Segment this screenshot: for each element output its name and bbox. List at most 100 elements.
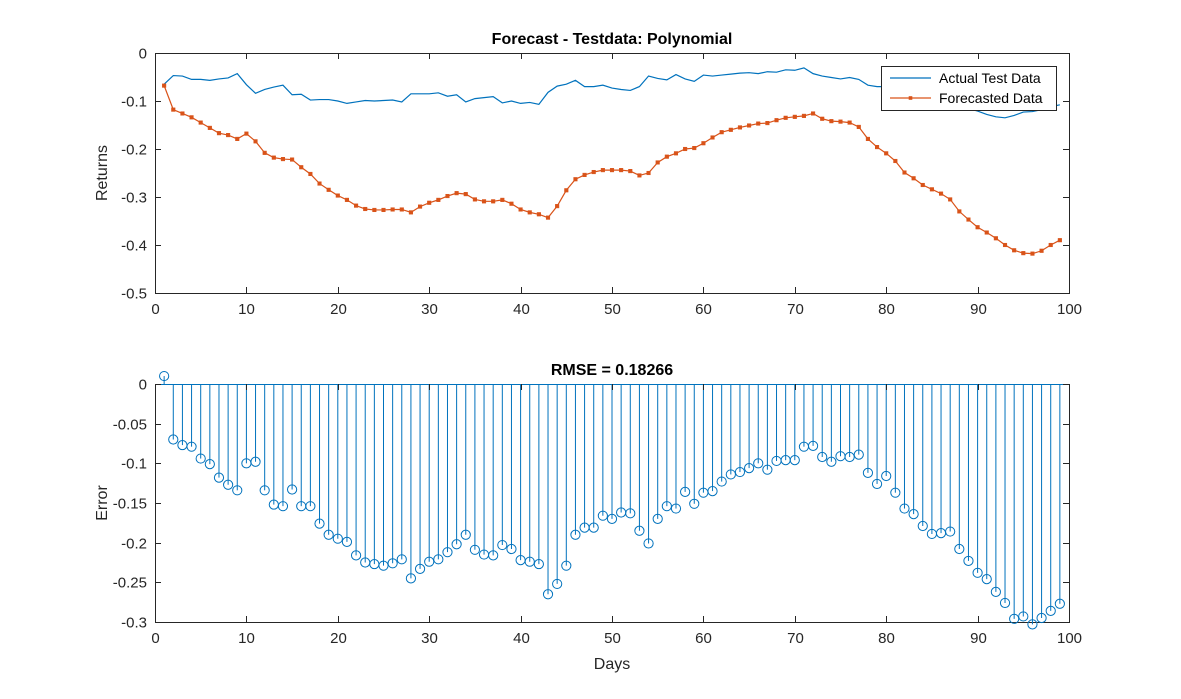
forecast-point (290, 157, 295, 162)
error-point (314, 518, 325, 529)
error-y-axis-label: Error (94, 485, 111, 521)
x-tick-label: 40 (513, 630, 530, 647)
x-tick-label: 30 (421, 301, 438, 318)
forecast-point (162, 83, 167, 88)
error-point (680, 486, 691, 497)
error-point (634, 525, 645, 536)
error-point (917, 520, 928, 532)
error-point (817, 451, 828, 463)
forecast-point (335, 193, 340, 198)
forecast-point (637, 173, 642, 178)
forecast-point (838, 119, 843, 124)
forecast-point (884, 151, 889, 156)
error-point (223, 479, 234, 490)
error-point (332, 533, 343, 544)
forecast-point (1002, 242, 1008, 248)
x-tick-label: 40 (513, 301, 530, 318)
error-point (378, 560, 389, 571)
x-tick-label: 50 (604, 301, 621, 318)
legend-label-forecast: Forecasted Data (939, 90, 1043, 106)
forecast-point (801, 113, 806, 118)
y-tick-label: -0.5 (121, 286, 147, 303)
forecast-point (271, 155, 276, 160)
error-point (506, 543, 517, 555)
legend-box (881, 66, 1057, 111)
forecast-ticks: 0 10 20 30 40 50 60 70 80 90 100 -0.5 -0.4 -0.3 -0.2 -0… (121, 46, 1082, 319)
error-point (990, 586, 1001, 597)
error-point (606, 513, 618, 524)
x-tick-label: 80 (878, 630, 895, 647)
forecast-point (1021, 251, 1026, 256)
error-point (1045, 605, 1056, 616)
error-point (753, 458, 764, 469)
forecast-point (262, 150, 267, 155)
error-point (533, 558, 544, 570)
error-point (789, 455, 800, 466)
y-tick-label: -0.1 (121, 94, 147, 111)
error-point (826, 456, 837, 467)
y-tick-label: 0 (139, 377, 147, 394)
forecast-point (683, 146, 688, 152)
error-point (725, 469, 736, 480)
forecast-point (381, 207, 386, 213)
error-point (350, 550, 362, 561)
forecast-point (655, 160, 660, 165)
forecast-point (774, 118, 779, 123)
error-point (323, 529, 334, 540)
forecast-point (692, 145, 697, 151)
forecast-point (317, 181, 322, 186)
forecast-point (326, 187, 331, 192)
error-point (414, 563, 426, 574)
error-point (250, 456, 261, 467)
error-point (424, 556, 435, 567)
x-tick-label: 30 (421, 630, 438, 647)
forecast-point (180, 111, 185, 116)
forecast-point (171, 107, 176, 112)
forecast-point (198, 120, 203, 125)
x-tick-label: 70 (787, 630, 804, 647)
y-tick-label: -0.05 (113, 417, 147, 434)
error-point (899, 503, 910, 514)
forecast-point (545, 215, 551, 220)
forecast-point (975, 225, 980, 230)
error-point (524, 556, 535, 567)
error-point (844, 451, 855, 463)
forecast-point (573, 177, 578, 182)
x-tick-label: 20 (330, 630, 347, 647)
x-tick-label: 100 (1057, 301, 1082, 318)
error-point (762, 464, 773, 475)
x-tick-label: 0 (151, 301, 159, 318)
error-point (670, 503, 682, 514)
x-tick-label: 80 (878, 301, 895, 318)
x-tick-label: 50 (604, 630, 621, 647)
error-point (707, 486, 718, 497)
forecast-point (765, 121, 770, 126)
y-tick-label: 0 (139, 46, 147, 63)
forecast-point (948, 197, 953, 202)
error-point (643, 538, 654, 549)
error-point (396, 554, 407, 565)
error-point (232, 485, 243, 496)
error-point (853, 449, 864, 460)
y-tick-label: -0.15 (113, 496, 147, 513)
forecast-point (454, 191, 459, 196)
forecast-point (436, 197, 441, 202)
forecast-point (1057, 238, 1062, 243)
forecast-point (555, 204, 560, 209)
error-point (204, 459, 215, 470)
error-ticks: 0 10 20 30 40 50 60 70 80 90 100 -0.3 -0.25 -0.2 -0.15… (113, 377, 1082, 648)
y-tick-label: -0.2 (121, 536, 147, 553)
error-point (442, 547, 453, 558)
forecast-point (253, 139, 258, 144)
forecast-point (600, 168, 605, 173)
error-point (871, 478, 883, 490)
y-tick-label: -0.25 (113, 575, 147, 592)
error-point (451, 539, 462, 550)
error-point (689, 498, 700, 509)
error-point (1009, 613, 1020, 624)
forecast-point (710, 135, 715, 140)
x-tick-label: 100 (1057, 630, 1082, 647)
error-point (405, 573, 417, 584)
forecast-point (747, 123, 752, 128)
